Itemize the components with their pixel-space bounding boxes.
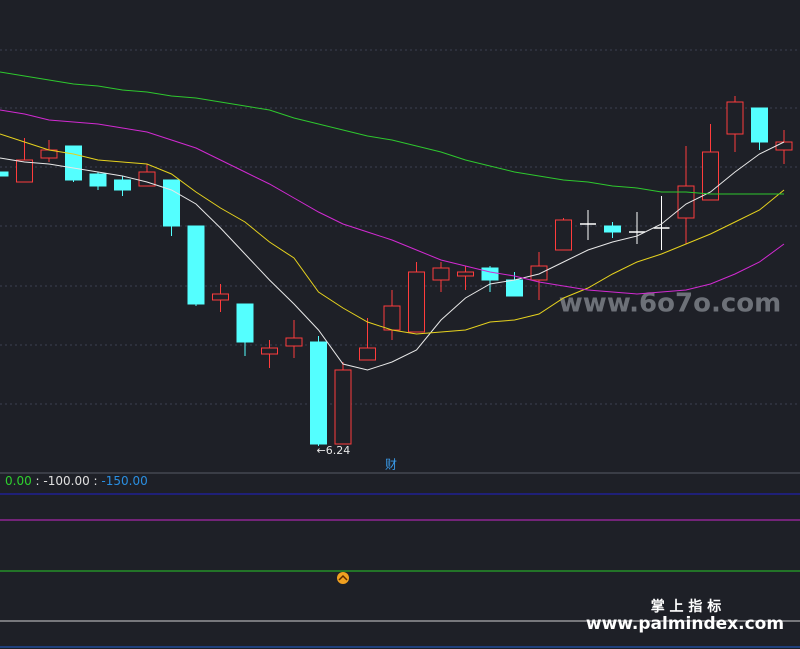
candle-body bbox=[506, 279, 523, 297]
moving-average-line bbox=[0, 109, 785, 295]
candle-body bbox=[334, 369, 352, 445]
candle-body bbox=[359, 347, 376, 361]
candle-body bbox=[702, 151, 719, 201]
candle-body bbox=[775, 141, 793, 151]
candle-body bbox=[555, 219, 572, 251]
candle-body bbox=[212, 293, 229, 301]
indicator-label: -150.00 bbox=[101, 474, 147, 488]
candle-body bbox=[65, 145, 82, 181]
brand-title: 掌 上 指 标 bbox=[651, 598, 722, 615]
signal-circle bbox=[337, 572, 349, 584]
candle-body bbox=[457, 271, 474, 277]
candle-body bbox=[236, 303, 254, 343]
candle-body bbox=[481, 267, 499, 281]
candle-body bbox=[310, 341, 327, 445]
low-annotation: ←6.24 bbox=[317, 444, 351, 457]
plot: ←6.24 bbox=[0, 71, 793, 457]
separator: : bbox=[90, 474, 102, 488]
separator: : bbox=[32, 474, 44, 488]
candle-body bbox=[114, 179, 131, 191]
signal-arrow bbox=[338, 574, 348, 581]
moving-average-line bbox=[0, 141, 785, 371]
moving-average-line bbox=[0, 71, 784, 195]
candle-body bbox=[0, 171, 9, 177]
candle-body bbox=[604, 225, 621, 233]
candle-body bbox=[432, 267, 450, 281]
candle-body bbox=[726, 101, 744, 135]
moving-average-line bbox=[0, 133, 785, 335]
candle-body bbox=[383, 305, 401, 331]
watermark: www.6o7o.com bbox=[559, 289, 781, 319]
candle-body bbox=[408, 271, 425, 333]
indicator-label: -100.00 bbox=[43, 474, 89, 488]
signal-icon bbox=[337, 572, 349, 584]
candle-body bbox=[677, 185, 695, 219]
candle-body bbox=[530, 265, 548, 281]
candle-body bbox=[89, 173, 107, 187]
marker-text: 财 bbox=[385, 458, 397, 472]
candle-body bbox=[261, 347, 278, 355]
candle-body bbox=[285, 337, 303, 347]
candle-body bbox=[138, 171, 156, 187]
indicator-labels: 0.00 : -100.00 : -150.00 bbox=[5, 474, 148, 488]
candle-body bbox=[187, 225, 205, 305]
brand-url: www.palmindex.com bbox=[586, 614, 784, 634]
candle-body bbox=[16, 159, 33, 183]
candle-body bbox=[163, 179, 180, 227]
indicator-label: 0.00 bbox=[5, 474, 32, 488]
grid bbox=[0, 49, 800, 405]
candle-body bbox=[751, 107, 768, 143]
